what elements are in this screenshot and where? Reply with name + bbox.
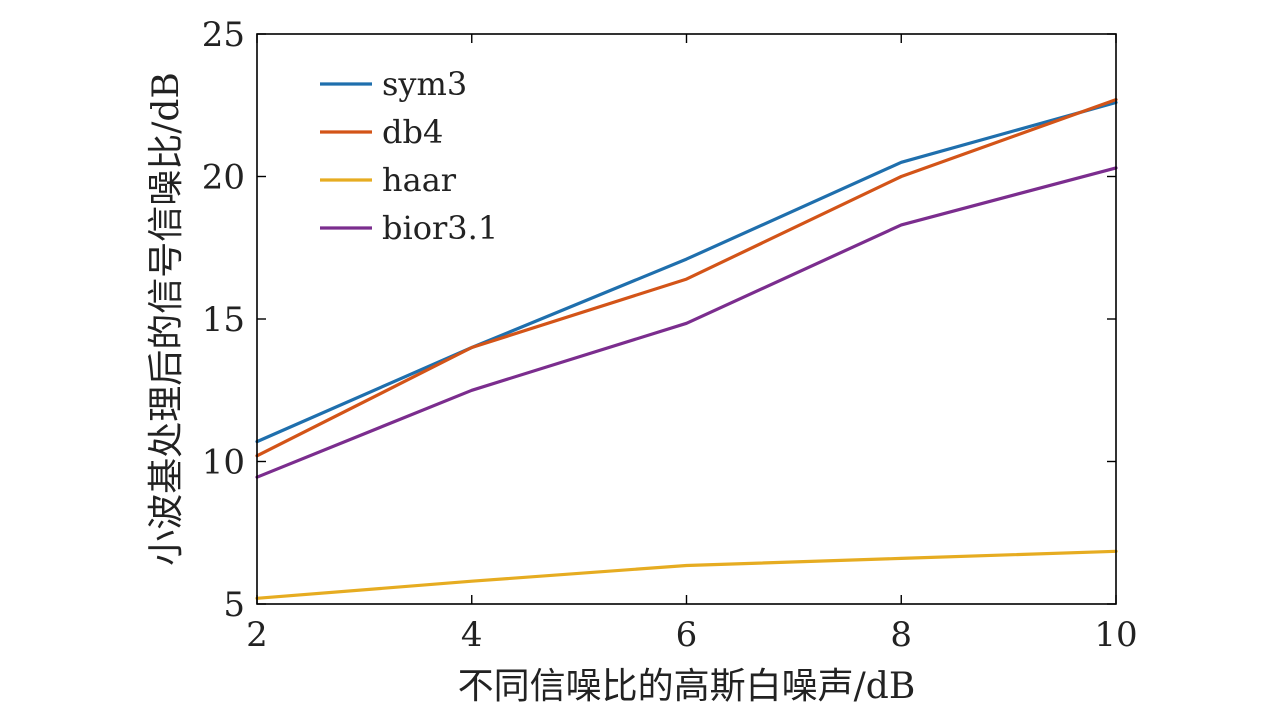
x-tick-label-6: 6 — [676, 615, 698, 655]
legend-label-db4: db4 — [382, 113, 443, 151]
x-tick-label-10: 10 — [1094, 615, 1137, 655]
x-tick-label-2: 2 — [246, 615, 268, 655]
y-tick-label-5: 5 — [223, 585, 245, 625]
legend: sym3 db4 haar bior3.1 — [320, 65, 498, 247]
x-tick-label-4: 4 — [461, 615, 483, 655]
series-line-db4 — [255, 97, 1118, 458]
legend-label-bior3.1: bior3.1 — [382, 209, 498, 247]
y-tick-label-25: 25 — [202, 15, 245, 55]
legend-label-haar: haar — [382, 161, 457, 199]
x-axis-label: 不同信噪比的高斯白噪声/dB — [458, 666, 916, 707]
series-line-haar — [255, 549, 1118, 600]
series-layer — [255, 97, 1118, 600]
y-tick-label-10: 10 — [202, 443, 245, 483]
legend-label-sym3: sym3 — [382, 65, 467, 103]
series-line-bior3.1 — [255, 166, 1118, 479]
series-line-sym3 — [255, 100, 1118, 444]
x-tick-label-8: 8 — [890, 615, 912, 655]
ticks-layer: 2 4 6 8 10 5 10 15 20 25 — [202, 15, 1138, 655]
y-tick-label-15: 15 — [202, 300, 245, 340]
y-axis-label: 小波基处理后的信号信噪比/dB — [146, 72, 187, 566]
y-tick-label-20: 20 — [202, 158, 245, 198]
